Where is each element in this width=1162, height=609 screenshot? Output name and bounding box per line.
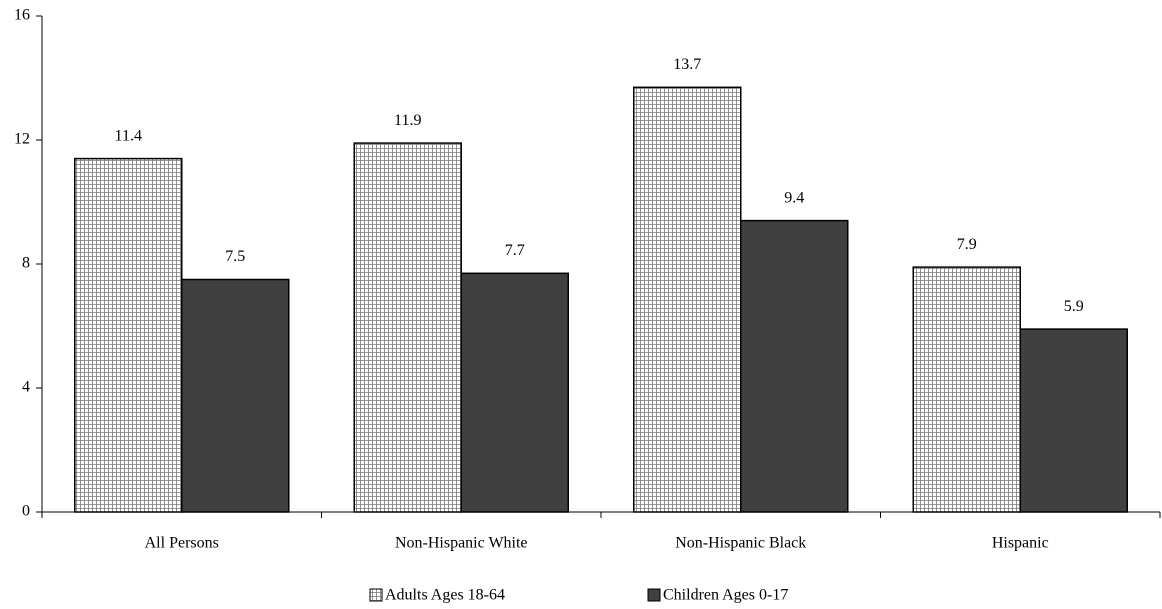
y-tick-label: 16	[14, 7, 30, 24]
value-label: 7.5	[225, 248, 245, 265]
y-tick-label: 8	[22, 255, 30, 272]
x-tick-label: Non-Hispanic White	[395, 535, 528, 552]
legend-swatch	[647, 588, 661, 602]
x-tick-label: Non-Hispanic Black	[675, 535, 806, 552]
bar	[460, 272, 569, 513]
bar	[740, 219, 849, 513]
y-tick-label: 4	[22, 379, 30, 396]
y-tick-label: 12	[14, 131, 30, 148]
x-tick-label: Hispanic	[992, 535, 1049, 552]
value-label: 13.7	[673, 56, 701, 73]
value-label: 9.4	[784, 189, 804, 206]
value-label: 5.9	[1064, 298, 1084, 315]
value-label: 7.7	[505, 242, 525, 259]
value-label: 11.4	[115, 127, 142, 144]
bar	[181, 278, 290, 513]
legend-label: Children Ages 0-17	[663, 587, 788, 604]
bar	[353, 142, 462, 513]
value-label: 11.9	[394, 112, 421, 129]
y-tick-label: 0	[22, 503, 30, 520]
legend-swatch	[369, 588, 383, 602]
value-label: 7.9	[957, 236, 977, 253]
bar	[1019, 328, 1128, 513]
x-tick-label: All Persons	[145, 535, 219, 552]
bar	[74, 157, 183, 513]
bar	[633, 86, 742, 513]
bar	[912, 266, 1021, 513]
legend-label: Adults Ages 18-64	[385, 587, 505, 604]
